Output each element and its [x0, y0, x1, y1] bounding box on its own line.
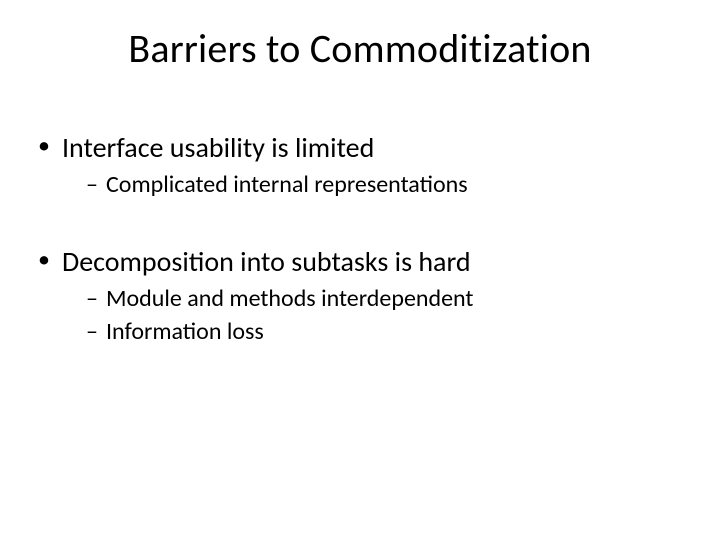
bullet-text: Decomposition into subtasks is hard: [62, 244, 471, 279]
slide-body: Interface usability is limited Complicat…: [36, 130, 680, 354]
bullet-list: Decomposition into subtasks is hard Modu…: [36, 244, 680, 347]
sub-bullet-item: Module and methods interdependent: [86, 283, 680, 314]
spacing: [36, 206, 680, 244]
sub-bullet-item: Information loss: [86, 316, 680, 347]
slide: Barriers to Commoditization Interface us…: [0, 0, 720, 540]
bullet-text: Interface usability is limited: [62, 130, 374, 165]
bullet-item: Interface usability is limited Complicat…: [36, 130, 680, 200]
slide-title: Barriers to Commoditization: [0, 24, 720, 73]
sub-bullet-item: Complicated internal representations: [86, 169, 680, 200]
sub-bullet-list: Complicated internal representations: [62, 169, 680, 200]
sub-bullet-text: Module and methods interdependent: [106, 284, 473, 313]
sub-bullet-text: Information loss: [106, 317, 264, 346]
bullet-list: Interface usability is limited Complicat…: [36, 130, 680, 200]
sub-bullet-list: Module and methods interdependent Inform…: [62, 283, 680, 347]
bullet-item: Decomposition into subtasks is hard Modu…: [36, 244, 680, 347]
sub-bullet-text: Complicated internal representations: [106, 170, 468, 199]
